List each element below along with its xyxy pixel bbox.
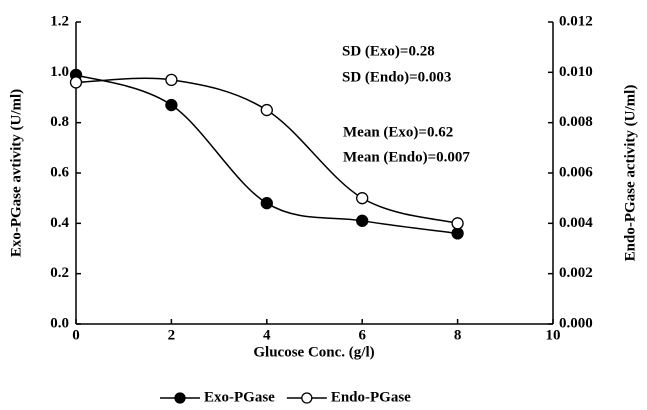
data-point xyxy=(69,76,83,89)
annotation: SD (Endo)=0.003 xyxy=(342,69,451,85)
annotation: Mean (Exo)=0.62 xyxy=(343,124,453,140)
y-tick-label: 0.2 xyxy=(50,265,69,281)
y2-axis-label: Endo-PGase activity (U/ml) xyxy=(622,85,638,262)
legend-marker xyxy=(301,392,313,404)
data-point xyxy=(260,103,273,117)
legend-label: Endo-PGase xyxy=(331,389,411,405)
y2-tick-label: 0.008 xyxy=(559,114,593,130)
y-tick-label: 0.6 xyxy=(50,164,69,180)
data-point xyxy=(451,227,464,240)
data-point xyxy=(451,217,464,230)
y2-tick-label: 0.012 xyxy=(559,13,593,29)
x-tick-label: 2 xyxy=(168,327,176,343)
y-tick-label: 1.2 xyxy=(50,13,69,29)
y-axis-label: Exo-PGase avtivity (U/ml) xyxy=(8,89,24,257)
annotation: Mean (Endo)=0.007 xyxy=(343,149,470,165)
y2-tick-label: 0.006 xyxy=(559,164,593,180)
x-tick-label: 8 xyxy=(454,327,462,343)
data-point xyxy=(260,197,273,210)
data-point xyxy=(356,192,369,205)
y2-tick-label: 0.004 xyxy=(559,215,593,231)
data-point xyxy=(165,73,178,87)
y-tick-label: 0.8 xyxy=(50,114,69,130)
y2-tick-label: 0.002 xyxy=(559,265,593,281)
data-point xyxy=(165,98,178,112)
annotation: SD (Exo)=0.28 xyxy=(342,43,435,59)
y-tick-label: 0.0 xyxy=(50,315,69,331)
y-tick-label: 1.0 xyxy=(50,64,69,80)
y2-tick-label: 0.000 xyxy=(559,315,593,331)
y-tick-label: 0.4 xyxy=(50,215,69,231)
x-tick-label: 6 xyxy=(358,327,366,343)
x-tick-label: 0 xyxy=(72,327,80,343)
legend-label: Exo-PGase xyxy=(204,389,275,405)
data-point xyxy=(356,214,369,227)
x-tick-label: 10 xyxy=(546,327,561,343)
y2-tick-label: 0.010 xyxy=(559,64,593,80)
x-axis-label: Glucose Conc. (g/l) xyxy=(253,344,374,360)
legend-marker xyxy=(174,392,186,404)
x-tick-label: 4 xyxy=(263,327,271,343)
